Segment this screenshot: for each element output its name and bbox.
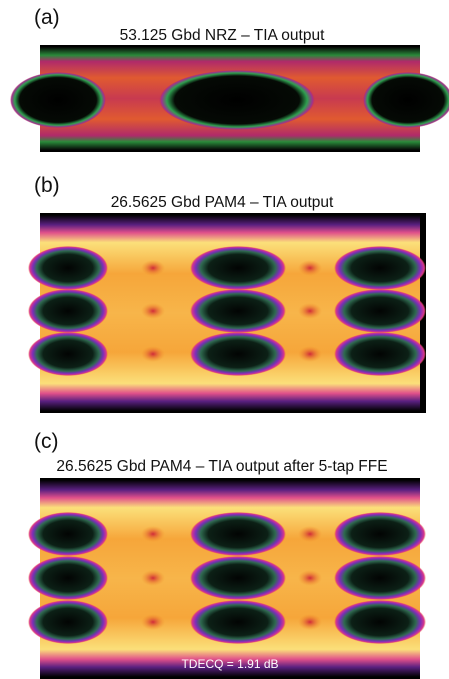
- panel-title: 53.125 Gbd NRZ – TIA output: [120, 27, 325, 44]
- eye-openings: [10, 70, 449, 130]
- annotation: TDECQ = 1.91 dB: [181, 657, 278, 671]
- panel-title: 26.5625 Gbd PAM4 – TIA output: [111, 194, 334, 211]
- panel-label: (b): [34, 174, 60, 197]
- panel-title: 26.5625 Gbd PAM4 – TIA output after 5-ta…: [56, 458, 387, 475]
- eye-openings: [28, 512, 426, 644]
- panel-label: (a): [34, 6, 60, 29]
- panel-label: (c): [34, 430, 59, 453]
- eye-openings: [28, 246, 426, 376]
